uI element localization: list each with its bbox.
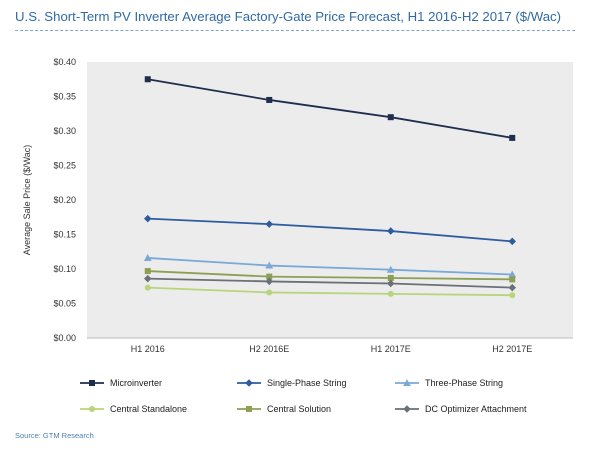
- data-point-central-standalone: [509, 292, 516, 299]
- data-point-dc-optimizer-attachment: [265, 277, 273, 286]
- data-point-single-phase-string: [265, 220, 273, 228]
- data-point-dc-optimizer-attachment: [144, 274, 152, 283]
- x-tick-label: H2 2017E: [492, 344, 532, 354]
- data-point-single-phase-string: [508, 237, 516, 246]
- legend-marker-dc-optimizer-attachment: [403, 405, 411, 413]
- y-tick-label: $0.10: [53, 264, 76, 274]
- series-line-microinverter: [147, 78, 513, 139]
- data-point-central-solution: [509, 276, 516, 283]
- legend-marker-single-phase-string: [245, 379, 253, 387]
- data-point-three-phase-string: [508, 270, 517, 278]
- data-point-central-standalone: [144, 284, 151, 291]
- series-line-single-phase-string: [147, 217, 513, 243]
- legend-label-central-standalone: Central Standalone: [110, 404, 187, 414]
- legend-label-microinverter: Microinverter: [110, 378, 162, 388]
- y-tick-label: $0.30: [53, 126, 76, 136]
- legend-marker-central-solution: [246, 406, 252, 412]
- y-tick-label: $0.15: [53, 230, 76, 240]
- legend-marker-microinverter: [89, 380, 95, 386]
- data-point-microinverter: [387, 114, 394, 121]
- series-line-central-standalone: [147, 286, 513, 297]
- data-point-dc-optimizer-attachment: [387, 279, 395, 288]
- x-tick-label: H2 2016E: [249, 344, 289, 354]
- y-axis-title: Average Sale Price ($/Wac): [22, 145, 32, 256]
- series-line-dc-optimizer-attachment: [147, 277, 513, 289]
- y-tick-label: $0.05: [53, 299, 76, 309]
- data-point-three-phase-string: [143, 254, 152, 261]
- x-tick-label: H1 2017E: [371, 344, 411, 354]
- data-point-microinverter: [144, 76, 151, 83]
- series-line-three-phase-string: [147, 257, 513, 276]
- data-point-central-solution: [144, 268, 151, 275]
- y-tick-label: $0.35: [53, 92, 76, 102]
- data-point-microinverter: [509, 134, 516, 141]
- legend-label-dc-optimizer-attachment: DC Optimizer Attachment: [425, 404, 527, 414]
- plot-area: [87, 62, 573, 338]
- data-point-single-phase-string: [144, 214, 152, 223]
- series-line-central-solution: [147, 270, 513, 281]
- y-tick-label: $0.40: [53, 57, 76, 67]
- y-tick-label: $0.20: [53, 195, 76, 205]
- data-point-central-solution: [266, 273, 273, 280]
- x-tick-label: H1 2016: [131, 344, 165, 354]
- y-tick-label: $0.25: [53, 161, 76, 171]
- data-point-three-phase-string: [265, 261, 274, 269]
- title-divider: [15, 30, 575, 31]
- data-point-dc-optimizer-attachment: [508, 283, 516, 292]
- legend-marker-three-phase-string: [403, 379, 411, 386]
- legend-label-central-solution: Central Solution: [267, 404, 331, 414]
- source-note: Source: GTM Research: [15, 431, 94, 440]
- chart-title: U.S. Short-Term PV Inverter Average Fact…: [15, 9, 562, 24]
- data-point-central-solution: [387, 274, 394, 281]
- y-tick-label: $0.00: [53, 333, 76, 343]
- data-point-central-standalone: [266, 289, 273, 296]
- data-point-three-phase-string: [386, 265, 395, 273]
- data-point-central-standalone: [387, 290, 394, 297]
- legend-label-three-phase-string: Three-Phase String: [425, 378, 503, 388]
- data-point-single-phase-string: [387, 227, 395, 235]
- legend-label-single-phase-string: Single-Phase String: [267, 378, 347, 388]
- legend-marker-central-standalone: [89, 406, 95, 412]
- data-point-microinverter: [266, 96, 273, 103]
